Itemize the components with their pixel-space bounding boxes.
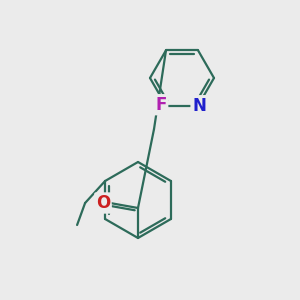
Text: F: F [155, 96, 167, 114]
Text: O: O [96, 194, 110, 212]
Text: N: N [192, 97, 206, 115]
